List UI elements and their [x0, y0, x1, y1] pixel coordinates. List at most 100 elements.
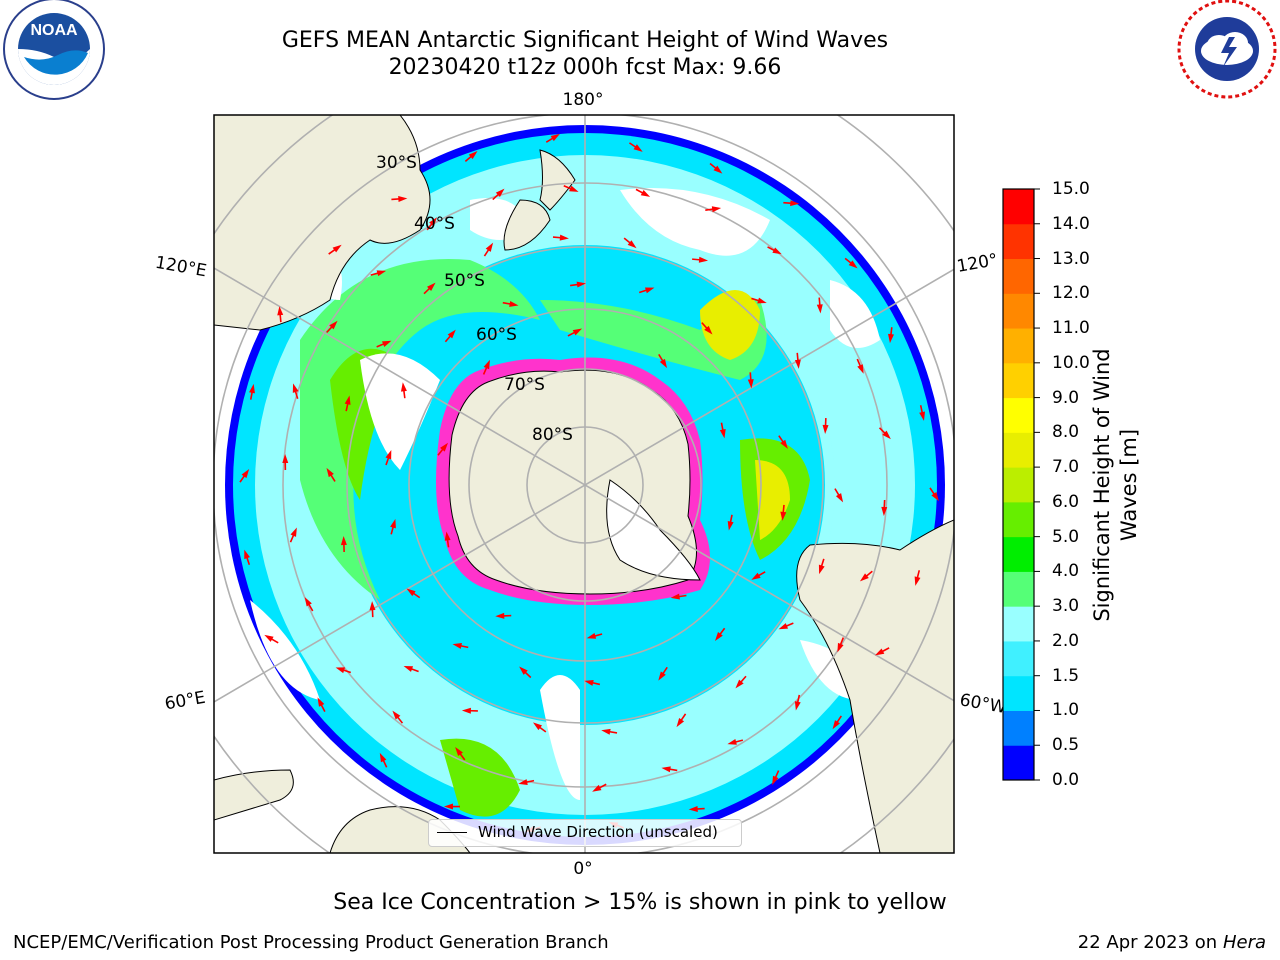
wave-direction-arrowhead [326, 467, 334, 478]
colorbar-segment [1003, 606, 1034, 642]
wave-direction-arrowhead [848, 260, 858, 269]
wave-direction-arrowhead [369, 601, 376, 611]
wave-direction-arrowhead [794, 359, 801, 369]
wave-direction-arrowhead [277, 306, 284, 316]
colorbar-tick-label: 1.0 [1052, 700, 1080, 721]
wave-direction-arrowhead [584, 679, 594, 686]
colorbar-tick-label: 9.0 [1052, 387, 1080, 408]
wave-direction-arrowhead [332, 244, 342, 253]
wave-direction-arrowhead [429, 217, 438, 227]
colorbar-tick-label: 2.0 [1052, 630, 1080, 651]
noaa-logo: NOAA [3, 0, 105, 100]
colorbar-tick-label: 8.0 [1052, 422, 1080, 443]
colorbar-tick-label: 13.0 [1052, 248, 1090, 269]
wave-direction-arrowhead [780, 511, 787, 521]
wave-direction-arrowhead [519, 666, 528, 675]
wave-direction-arrowhead [344, 395, 351, 405]
wave-direction-arrowhead [495, 188, 505, 197]
wave-direction-arrowhead [772, 775, 779, 786]
wave-direction-arrowhead [400, 382, 407, 392]
wave-direction-arrowhead [317, 697, 325, 707]
wave-direction-arrowhead [443, 803, 453, 810]
colorbar-segment [1003, 397, 1034, 433]
colorbar-tick-label: 15.0 [1052, 179, 1090, 199]
wave-direction-arrowhead [468, 151, 478, 160]
wave-direction-arrowhead [440, 442, 449, 452]
wave-direction-arrowhead [713, 165, 723, 174]
wave-direction-arrowhead [559, 234, 569, 241]
colorbar-tick-label: 11.0 [1052, 318, 1090, 339]
graticule [214, 115, 954, 853]
wave-direction-arrowhead [772, 247, 782, 255]
nws-logo [1177, 0, 1277, 99]
lat-label-70s: 70°S [504, 375, 545, 395]
wave-direction-arrowhead [518, 779, 528, 785]
lon-label-180: 180° [563, 90, 604, 110]
colorbar-tick-label: 14.0 [1052, 213, 1090, 234]
wave-direction-arrowhead [888, 333, 894, 344]
colorbar-tick-label: 5.0 [1052, 526, 1080, 547]
south-america [796, 519, 954, 853]
wave-direction-arrowhead [304, 597, 312, 607]
wave-direction-arrowhead [403, 665, 414, 672]
legend-label: Wind Wave Direction (unscaled) [478, 823, 718, 841]
wave-direction-arrowhead [241, 468, 250, 479]
colorbar-segment [1003, 571, 1034, 607]
wind-wave-arrows [239, 133, 939, 832]
wave-direction-arrowhead [698, 256, 709, 263]
colorbar-tick-label: 0.0 [1052, 770, 1080, 790]
legend: Wind Wave Direction (unscaled) [428, 819, 742, 847]
colorbar-segment [1003, 432, 1034, 468]
wave-direction-arrowhead [757, 297, 767, 304]
colorbar-segment [1003, 640, 1034, 677]
wave-direction-arrowhead [735, 679, 744, 689]
wave-direction-arrowhead [882, 430, 891, 440]
wave-direction-arrowhead [919, 411, 926, 421]
colorbar-tick-label: 7.0 [1052, 457, 1080, 478]
colorbar-title: Significant Height of Wind Waves [m] [1090, 348, 1141, 622]
wave-direction-arrowhead [532, 722, 543, 731]
chart-title: GEFS MEAN Antarctic Significant Height o… [281, 28, 889, 53]
wave-direction-arrowhead [379, 752, 387, 763]
colorbar-segment [1003, 501, 1034, 538]
new-zealand-north [539, 149, 576, 211]
wave-direction-arrowhead [290, 527, 297, 537]
wave-direction-arrowhead [640, 190, 651, 197]
wave-direction-arrowhead [385, 449, 392, 460]
chart-subtitle: 20230420 t12z 000h fcst Max: 9.66 [388, 55, 782, 80]
wave-direction-arrowhead [601, 728, 611, 735]
wave-direction-arrowhead [444, 531, 451, 541]
wave-direction-arrowhead [881, 506, 888, 516]
lat-label-30s: 30°S [376, 153, 417, 173]
colorbar-segment [1003, 189, 1034, 225]
wave-direction-arrowhead [727, 738, 737, 745]
wave-direction-arrowhead [644, 287, 655, 294]
wave-direction-arrowhead [264, 634, 274, 642]
wave-direction-arrowhead [572, 328, 583, 336]
wave-direction-arrowhead [461, 707, 471, 714]
wave-direction-arrowhead [661, 766, 671, 773]
lon-label-120e: 120°E [154, 253, 208, 282]
wave-direction-arrowhead [509, 300, 519, 307]
wave-direction-arrowhead [244, 549, 250, 560]
wave-direction-arrowhead [747, 379, 754, 389]
lat-label-40s: 40°S [414, 214, 455, 234]
wave-direction-arrowhead [794, 701, 801, 711]
colorbar-tick-label: 10.0 [1052, 352, 1090, 373]
colorbar-tick-label: 0.5 [1052, 735, 1080, 756]
date-text: 22 Apr 2023 on Hera [1078, 932, 1266, 953]
lon-label-0: 0° [573, 859, 592, 879]
wave-direction-arrowhead [816, 304, 823, 314]
colorbar-frame [1002, 188, 1035, 781]
wave-direction-arrowhead [931, 492, 939, 502]
wave-direction-arrowhead [329, 320, 338, 330]
wave-direction-arrowhead [790, 200, 800, 207]
colorbar-tick-label: 6.0 [1052, 491, 1080, 512]
wave-direction-arrowhead [688, 806, 698, 812]
wave-direction-arrowhead [292, 383, 299, 393]
wave-direction-arrowhead [658, 671, 666, 681]
map-frame [213, 114, 955, 854]
lon-label-60e: 60°E [163, 688, 207, 715]
wave-direction-arrowhead [874, 648, 885, 656]
